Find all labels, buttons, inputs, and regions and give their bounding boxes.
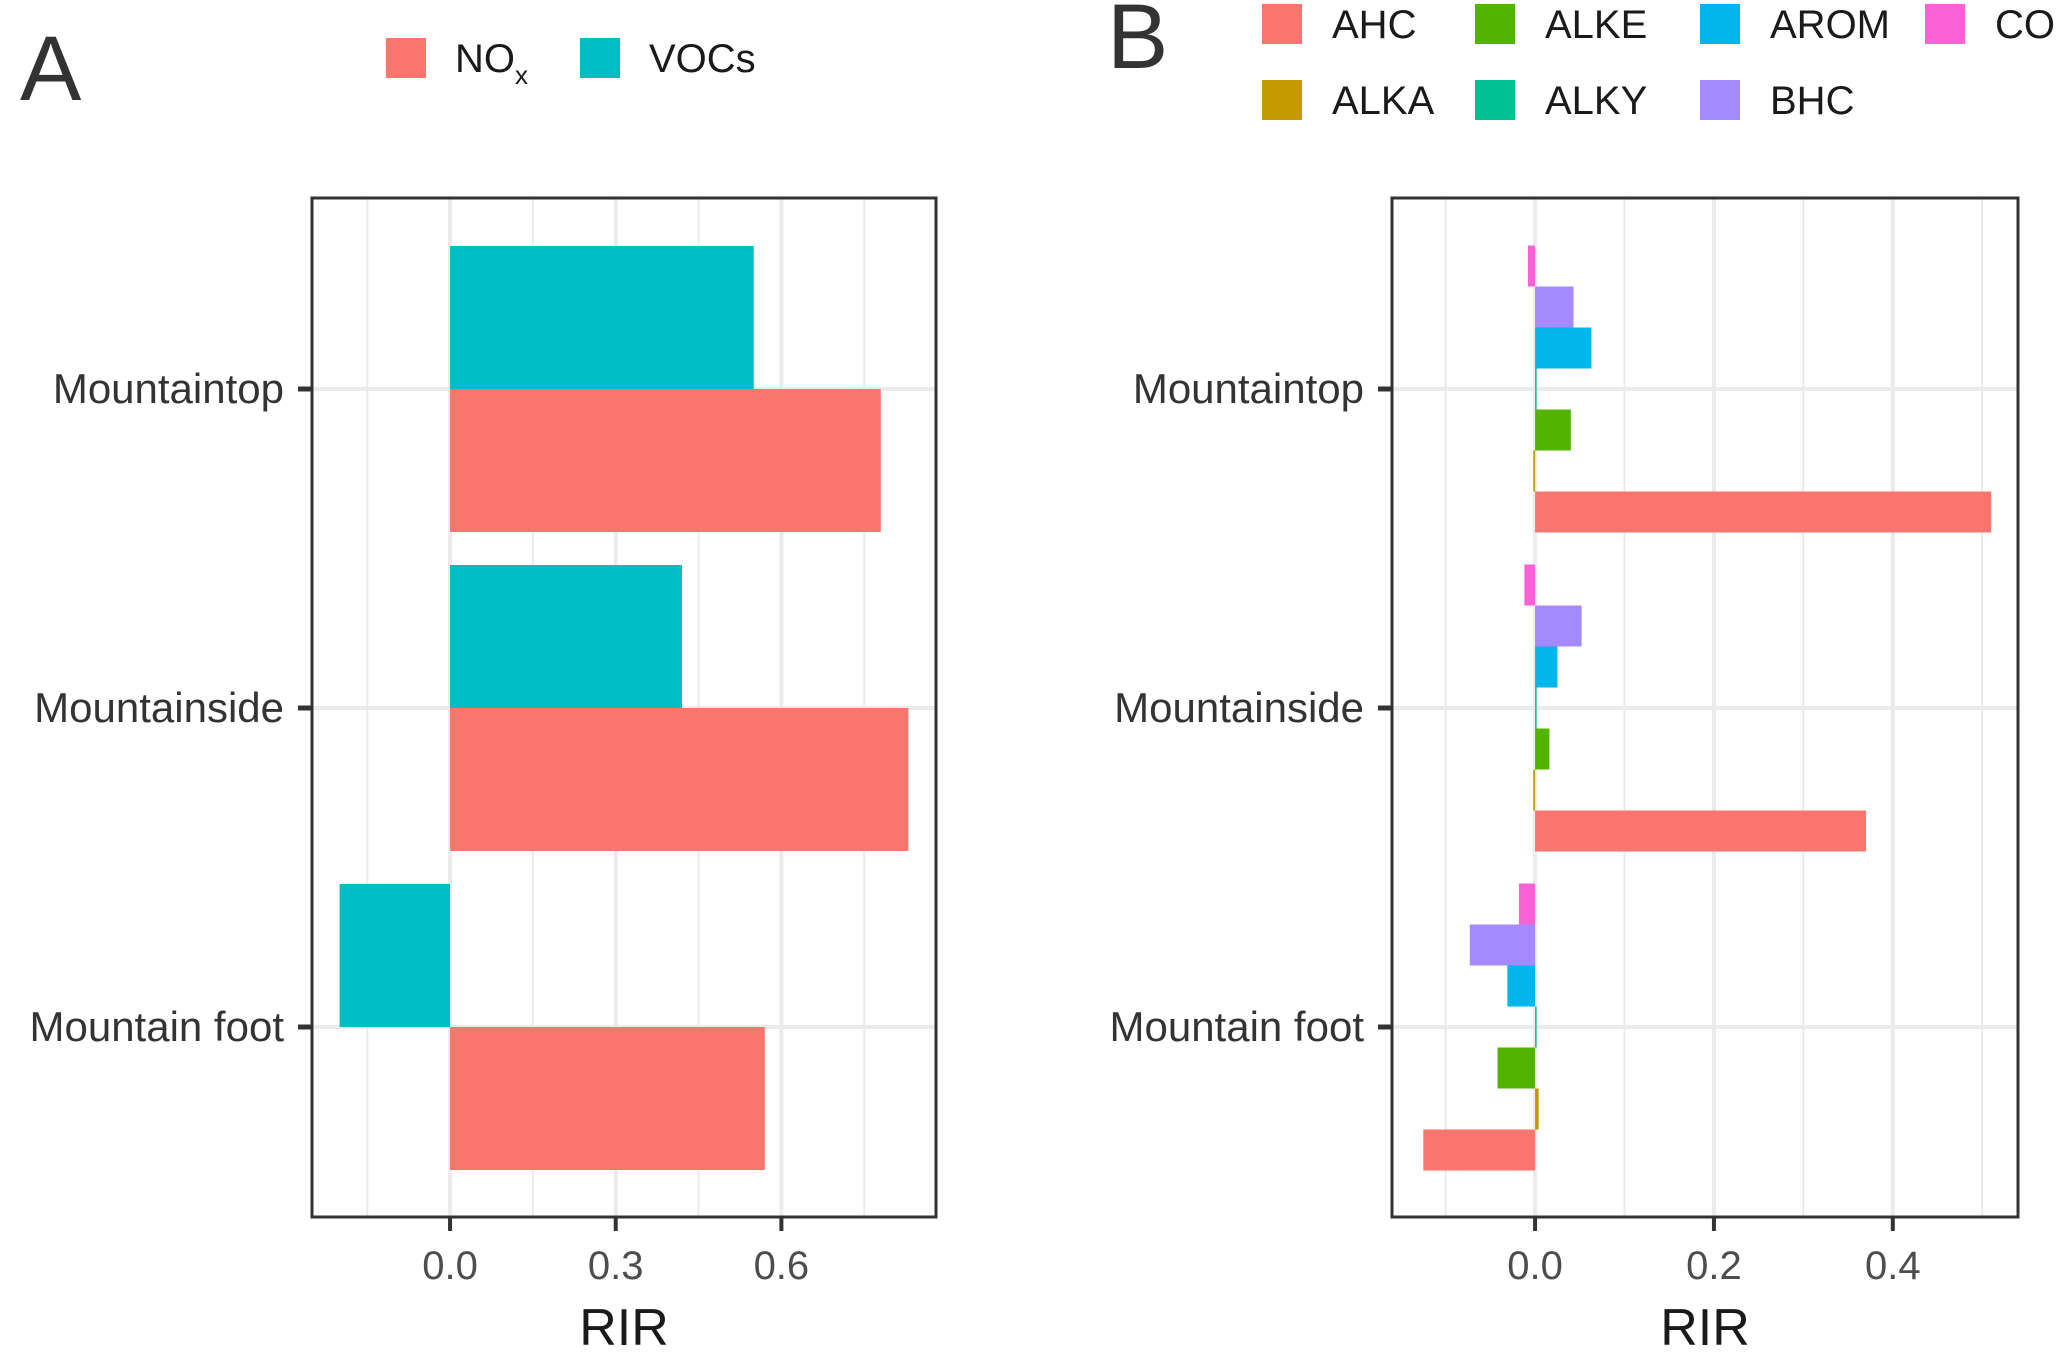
x-tick-label-a: 0.3 [588, 1244, 644, 1288]
legend-swatch-alky [1475, 80, 1515, 120]
legend-label-alke: ALKE [1545, 3, 1647, 47]
legend-swatch-alka [1262, 80, 1302, 120]
legend-swatch-arom [1700, 4, 1740, 44]
legend-swatch-vocs [580, 38, 620, 78]
bar-b-mountain-foot-alka [1535, 1088, 1539, 1130]
x-axis-a: 0.0 0.3 0.6 [422, 1217, 809, 1288]
bar-b-mountainside-alke [1535, 728, 1550, 770]
bar-b-mountaintop-alky [1535, 368, 1537, 410]
panel-a: A NOx VOCs MountaintopMountainsideMounta… [20, 18, 938, 1354]
bar-b-mountaintop-bhc [1535, 286, 1574, 328]
x-axis-title-b: RIR [1660, 1299, 1750, 1349]
bar-b-mountaintop-co [1527, 245, 1536, 287]
bar-b-mountaintop-ahc [1535, 491, 1992, 533]
legend-swatch-bhc [1700, 80, 1740, 120]
x-tick-label-b: 0.4 [1865, 1244, 1921, 1288]
bar-b-mountainside-ahc [1535, 810, 1866, 852]
bar-b-mountain-foot-arom [1507, 965, 1536, 1007]
bar-b-mountainside-bhc [1535, 605, 1582, 647]
legend-label-arom: AROM [1770, 3, 1890, 47]
y-tick-label-b: Mountainside [1114, 684, 1364, 731]
bar-a-mountaintop-no [450, 389, 881, 532]
legend-label-nox-sub: x [515, 60, 528, 90]
bar-b-mountaintop-alka [1533, 450, 1536, 492]
legend-label-ahc: AHC [1332, 3, 1416, 47]
bar-a-mountainside-no [450, 708, 909, 851]
x-axis-title-a: RIR [579, 1299, 669, 1349]
bar-b-mountain-foot-alke [1497, 1047, 1536, 1089]
x-tick-label-b: 0.2 [1686, 1244, 1742, 1288]
legend-swatch-alke [1475, 4, 1515, 44]
bar-b-mountainside-alka [1533, 769, 1536, 811]
y-tick-label-a: Mountain foot [29, 1003, 284, 1050]
x-tick-label-a: 0.6 [754, 1244, 810, 1288]
panel-label-b: B [1107, 0, 1168, 88]
bar-b-mountainside-alky [1535, 687, 1537, 729]
legend-label-co: CO [1995, 3, 2055, 47]
x-tick-label-a: 0.0 [422, 1244, 478, 1288]
x-axis-b: 0.0 0.2 0.4 [1507, 1217, 1921, 1288]
bar-b-mountain-foot-bhc [1469, 924, 1536, 966]
y-tick-label-b: Mountain foot [1109, 1003, 1364, 1050]
legend-label-alka: ALKA [1332, 79, 1435, 123]
y-tick-label-a: Mountaintop [53, 365, 284, 412]
bar-a-mountain-foot-vocs [339, 884, 451, 1027]
x-tick-label-b: 0.0 [1507, 1244, 1563, 1288]
bar-b-mountain-foot-ahc [1423, 1129, 1536, 1171]
panel-label-a: A [20, 18, 82, 120]
legend-swatch-nox [386, 38, 426, 78]
bar-a-mountain-foot-no [450, 1027, 765, 1170]
bar-b-mountaintop-alke [1535, 409, 1571, 451]
bar-b-mountain-foot-co [1518, 883, 1536, 925]
bar-b-mountainside-co [1524, 564, 1536, 606]
grid-b [1392, 198, 2018, 1217]
legend-label-bhc: BHC [1770, 79, 1854, 123]
legend-b: AHC ALKA ALKE ALKY AROM BHC CO [1262, 3, 2055, 123]
legend-label-nox-main: NO [455, 37, 515, 81]
y-tick-label-b: Mountaintop [1133, 365, 1364, 412]
bar-b-mountainside-arom [1535, 646, 1558, 688]
legend-label-alky: ALKY [1545, 79, 1647, 123]
y-axis-b: Mountaintop Mountainside Mountain foot [1109, 365, 1392, 1050]
bar-a-mountainside-vocs [450, 565, 682, 708]
legend-swatch-ahc [1262, 4, 1302, 44]
y-tick-label-a: Mountainside [34, 684, 284, 731]
legend-label-vocs: VOCs [649, 37, 756, 81]
bars-b [1423, 245, 1992, 1171]
y-axis-a: Mountaintop Mountainside Mountain foot [29, 365, 312, 1050]
bar-b-mountaintop-arom [1535, 327, 1592, 369]
bar-a-mountaintop-vocs [450, 246, 754, 389]
bar-b-mountain-foot-alky [1535, 1006, 1537, 1048]
legend-swatch-co [1925, 4, 1965, 44]
legend-label-nox: NOx [455, 37, 528, 90]
bars-a [339, 246, 909, 1170]
